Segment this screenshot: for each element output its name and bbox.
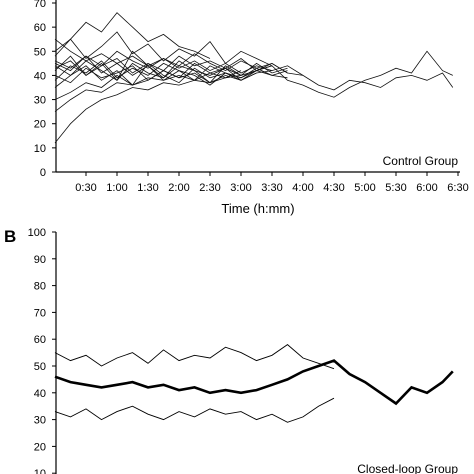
closed-loop-group-label: Closed-loop Group — [357, 462, 458, 474]
y-tick-label: 60 — [34, 334, 46, 346]
control-series-line-8 — [54, 12, 211, 59]
y-tick-label: 10 — [34, 143, 46, 155]
control-series-line-5 — [54, 75, 242, 144]
y-tick-label: 30 — [34, 95, 46, 107]
control-series-line-3 — [54, 31, 273, 67]
y-tick-label: 90 — [34, 254, 46, 266]
control-series-line-11 — [54, 70, 242, 112]
x-tick-label: 0:30 — [75, 182, 96, 194]
panel-b-series — [54, 344, 454, 423]
control-series-line-13 — [54, 60, 454, 91]
control-series-line-12 — [54, 38, 273, 74]
closed-loop-series-upper — [54, 344, 335, 370]
y-tick-label: 20 — [34, 119, 46, 131]
control-group-label: Control Group — [383, 154, 459, 168]
y-tick-label: 40 — [34, 388, 46, 400]
x-tick-label: 1:00 — [106, 182, 127, 194]
panel-b-label: B — [4, 227, 16, 246]
x-tick-label: 5:00 — [354, 182, 375, 194]
x-tick-label: 3:30 — [261, 182, 282, 194]
x-tick-label: 4:30 — [323, 182, 344, 194]
x-tick-label: 2:00 — [168, 182, 189, 194]
y-tick-label: 50 — [34, 46, 46, 58]
control-series-line-14 — [54, 50, 453, 98]
x-tick-label: 1:30 — [137, 182, 158, 194]
x-tick-label: 2:30 — [199, 182, 220, 194]
y-tick-label: 70 — [34, 307, 46, 319]
y-tick-label: 30 — [34, 415, 46, 427]
y-tick-label: 70 — [34, 0, 46, 10]
panel-a-y-ticks: 0 10 20 30 40 50 60 70 — [34, 0, 56, 179]
y-tick-label: 80 — [34, 281, 46, 293]
closed-loop-series-lower — [54, 397, 335, 423]
x-tick-label: 6:30 — [447, 182, 468, 194]
x-tick-label: 3:00 — [230, 182, 251, 194]
x-tick-label: 4:00 — [292, 182, 313, 194]
control-series-line-10 — [54, 55, 304, 76]
y-tick-label: 10 — [34, 468, 46, 474]
y-tick-label: 50 — [34, 361, 46, 373]
closed-loop-group-chart: B 10 20 30 40 50 60 70 80 90 100 Closed-loop Grou… — [4, 227, 458, 474]
y-tick-label: 0 — [40, 167, 46, 179]
x-tick-label: 6:00 — [416, 182, 437, 194]
x-tick-label: 5:30 — [385, 182, 406, 194]
panel-a-x-axis-title: Time (h:mm) — [221, 201, 294, 216]
panel-a-x-ticks: 0:30 1:00 1:30 2:00 2:30 3:00 3:30 4:00 4:30 5:00… — [75, 172, 469, 194]
panel-b-y-ticks: 10 20 30 40 50 60 70 80 90 100 — [28, 227, 56, 474]
closed-loop-series-mean — [54, 359, 454, 406]
y-tick-label: 20 — [34, 441, 46, 453]
y-tick-label: 60 — [34, 22, 46, 34]
y-tick-label: 40 — [34, 70, 46, 82]
panel-a-series — [54, 12, 454, 144]
y-tick-label: 100 — [28, 227, 46, 239]
control-group-chart: 0 10 20 30 40 50 60 70 0:30 1:00 1:30 2:00 2:30 3:00… — [34, 0, 469, 216]
